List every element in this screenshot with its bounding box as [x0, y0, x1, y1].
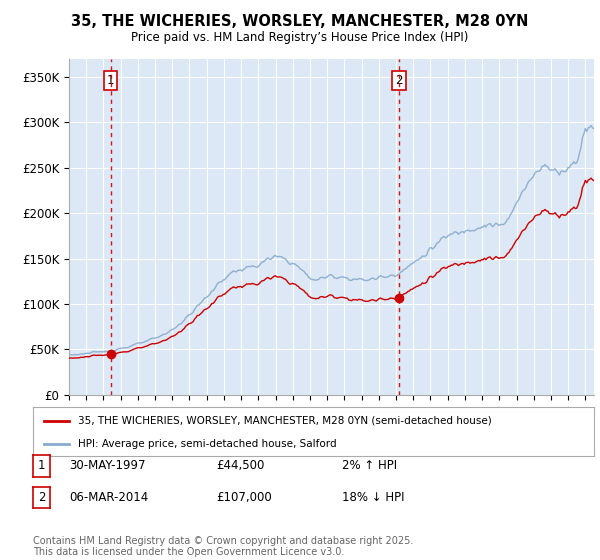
Text: 18% ↓ HPI: 18% ↓ HPI	[342, 491, 404, 504]
Text: £107,000: £107,000	[216, 491, 272, 504]
Text: 1: 1	[107, 74, 115, 87]
Text: £44,500: £44,500	[216, 459, 265, 473]
Text: 06-MAR-2014: 06-MAR-2014	[69, 491, 148, 504]
Text: 1: 1	[38, 459, 45, 473]
Text: 2: 2	[38, 491, 45, 504]
Text: Price paid vs. HM Land Registry’s House Price Index (HPI): Price paid vs. HM Land Registry’s House …	[131, 31, 469, 44]
Text: 2: 2	[395, 74, 403, 87]
Text: Contains HM Land Registry data © Crown copyright and database right 2025.
This d: Contains HM Land Registry data © Crown c…	[33, 535, 413, 557]
Text: 35, THE WICHERIES, WORSLEY, MANCHESTER, M28 0YN: 35, THE WICHERIES, WORSLEY, MANCHESTER, …	[71, 14, 529, 29]
Text: 35, THE WICHERIES, WORSLEY, MANCHESTER, M28 0YN (semi-detached house): 35, THE WICHERIES, WORSLEY, MANCHESTER, …	[78, 416, 491, 426]
Text: 30-MAY-1997: 30-MAY-1997	[69, 459, 146, 473]
Text: 2% ↑ HPI: 2% ↑ HPI	[342, 459, 397, 473]
Text: HPI: Average price, semi-detached house, Salford: HPI: Average price, semi-detached house,…	[78, 439, 337, 449]
